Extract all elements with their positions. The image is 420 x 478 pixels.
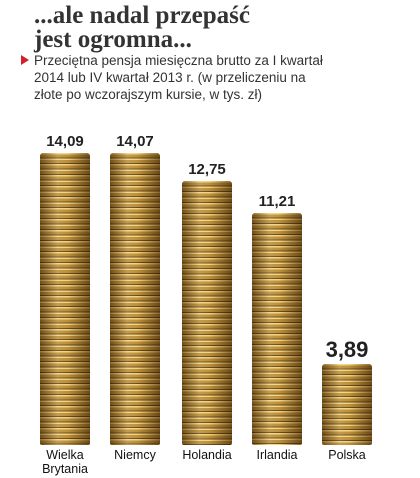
coin-stack [110,153,160,445]
x-tick-label: Wielka Brytania [42,448,88,476]
chart-title: ...ale nadal przepaść jest ogromna... [34,2,250,53]
x-tick-label: Polska [328,448,366,462]
value-label: 12,75 [188,160,226,178]
coin-stack [252,212,302,445]
coin-stack [40,153,90,445]
x-tick-label: Irlandia [256,448,298,462]
bullet-marker [21,55,29,65]
coin-stack [182,180,232,445]
value-label: 14,09 [46,133,84,150]
x-tick-label: Niemcy [114,448,156,462]
coin-stack [322,364,372,445]
value-label: 11,21 [258,192,296,210]
chart-subtitle: Przeciętna pensja miesięczna brutto za I… [34,53,323,102]
x-tick-label: Holandia [182,448,232,462]
value-label: 14,07 [116,133,154,151]
value-label: 3,89 [325,337,369,363]
